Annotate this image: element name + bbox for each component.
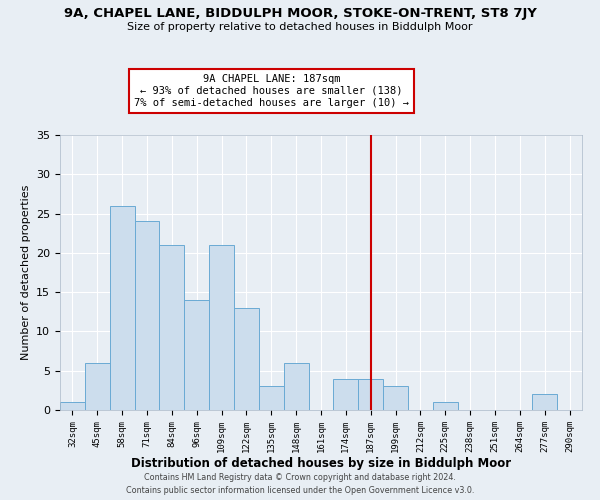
Bar: [60, 402, 85, 410]
Bar: [209, 245, 234, 410]
Bar: [383, 386, 408, 410]
Bar: [259, 386, 284, 410]
Text: 9A, CHAPEL LANE, BIDDULPH MOOR, STOKE-ON-TRENT, ST8 7JY: 9A, CHAPEL LANE, BIDDULPH MOOR, STOKE-ON…: [64, 8, 536, 20]
Bar: [334, 378, 358, 410]
Y-axis label: Number of detached properties: Number of detached properties: [20, 185, 31, 360]
Bar: [160, 245, 184, 410]
Bar: [234, 308, 259, 410]
Text: Contains HM Land Registry data © Crown copyright and database right 2024.
Contai: Contains HM Land Registry data © Crown c…: [126, 473, 474, 495]
Bar: [358, 378, 383, 410]
Bar: [532, 394, 557, 410]
Bar: [433, 402, 458, 410]
Bar: [284, 363, 308, 410]
Text: Distribution of detached houses by size in Biddulph Moor: Distribution of detached houses by size …: [131, 458, 511, 470]
Bar: [110, 206, 134, 410]
Text: Size of property relative to detached houses in Biddulph Moor: Size of property relative to detached ho…: [127, 22, 473, 32]
Text: 9A CHAPEL LANE: 187sqm
← 93% of detached houses are smaller (138)
7% of semi-det: 9A CHAPEL LANE: 187sqm ← 93% of detached…: [134, 74, 409, 108]
Bar: [85, 363, 110, 410]
Bar: [184, 300, 209, 410]
Bar: [134, 222, 160, 410]
